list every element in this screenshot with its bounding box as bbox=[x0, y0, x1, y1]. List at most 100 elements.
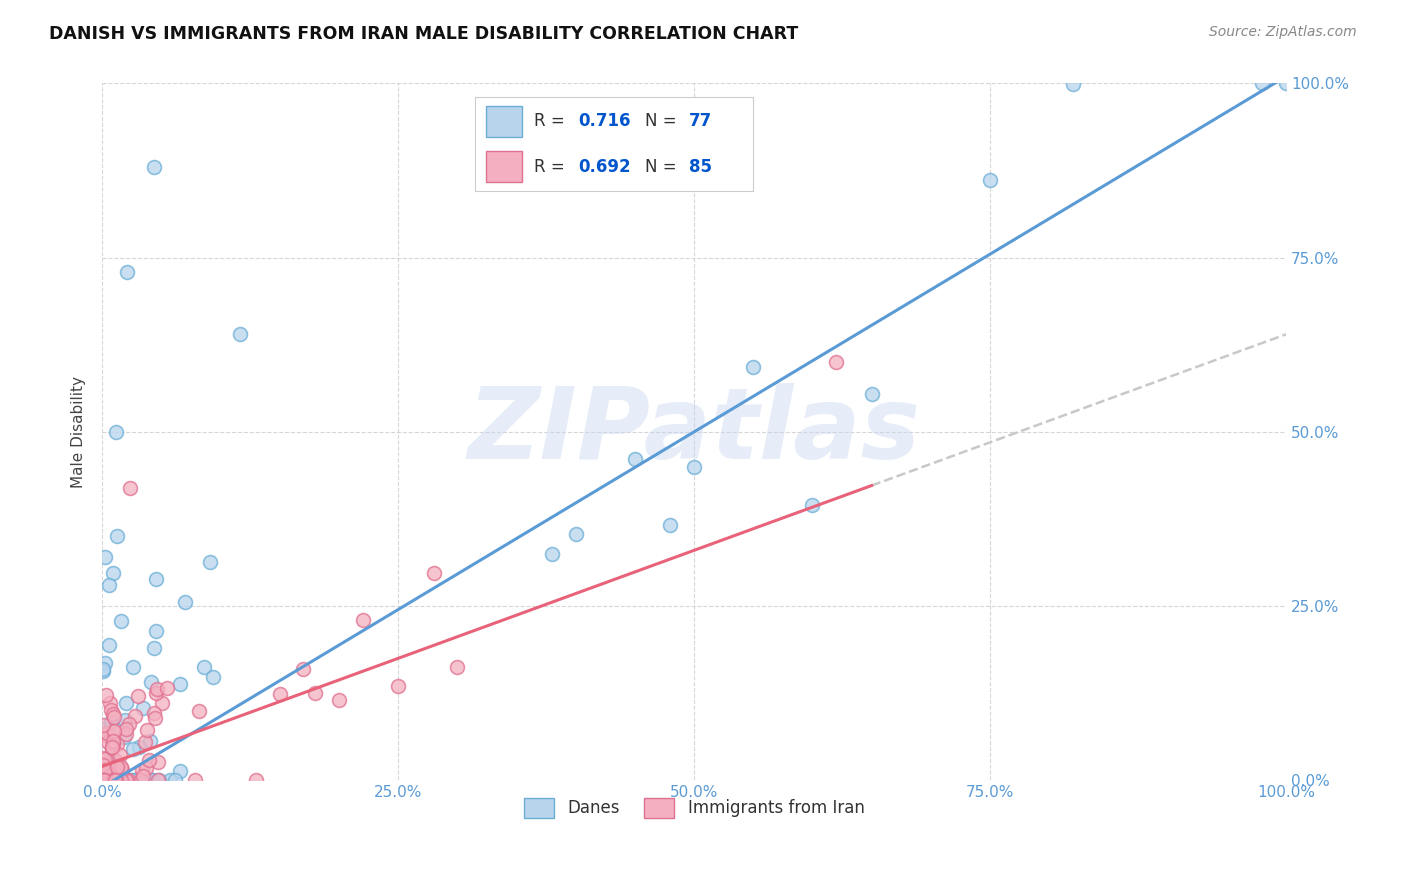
Point bbox=[94, 752, 117, 766]
Point bbox=[100, 730, 122, 744]
Point bbox=[139, 733, 162, 747]
Point bbox=[148, 773, 170, 788]
Point bbox=[100, 739, 122, 754]
Point bbox=[101, 773, 124, 788]
Point bbox=[110, 766, 132, 780]
Point bbox=[94, 550, 117, 565]
Point bbox=[683, 460, 706, 475]
Point bbox=[107, 759, 129, 773]
Point bbox=[115, 773, 138, 788]
Point bbox=[150, 696, 173, 710]
Point bbox=[103, 773, 125, 788]
Point bbox=[229, 327, 252, 342]
Point bbox=[93, 664, 115, 678]
Point bbox=[121, 773, 143, 788]
Point bbox=[136, 723, 159, 738]
Point bbox=[145, 572, 167, 586]
Point bbox=[93, 773, 115, 788]
Point bbox=[103, 723, 125, 738]
Point bbox=[93, 773, 115, 788]
Point bbox=[112, 730, 135, 744]
Point bbox=[110, 760, 132, 774]
Point bbox=[101, 706, 124, 721]
Point bbox=[387, 679, 409, 693]
Point bbox=[169, 764, 191, 778]
Point bbox=[94, 756, 117, 771]
Point bbox=[101, 753, 124, 767]
Point bbox=[111, 763, 134, 777]
Point bbox=[1251, 77, 1274, 91]
Point bbox=[446, 660, 468, 674]
Point bbox=[143, 640, 166, 655]
Point bbox=[979, 172, 1001, 186]
Point bbox=[134, 735, 156, 749]
Point bbox=[121, 773, 143, 788]
Point bbox=[103, 733, 125, 747]
Point bbox=[93, 768, 115, 782]
Point bbox=[93, 773, 115, 788]
Point bbox=[624, 451, 647, 466]
Point bbox=[184, 773, 207, 788]
Point bbox=[93, 751, 115, 765]
Point bbox=[156, 681, 179, 695]
Point bbox=[111, 773, 134, 788]
Point bbox=[96, 726, 118, 740]
Point bbox=[198, 555, 221, 569]
Point bbox=[93, 758, 115, 772]
Point bbox=[159, 773, 181, 788]
Point bbox=[138, 753, 160, 767]
Point bbox=[104, 773, 127, 788]
Text: Source: ZipAtlas.com: Source: ZipAtlas.com bbox=[1209, 25, 1357, 39]
Point bbox=[105, 760, 128, 774]
Point bbox=[145, 624, 167, 639]
Point bbox=[169, 676, 191, 690]
Point bbox=[117, 773, 139, 788]
Point bbox=[121, 742, 143, 756]
Point bbox=[105, 759, 128, 773]
Point bbox=[115, 773, 138, 788]
Point bbox=[94, 688, 117, 702]
Point bbox=[135, 773, 157, 788]
Point bbox=[127, 689, 149, 703]
Point bbox=[108, 748, 131, 763]
Point bbox=[101, 737, 124, 751]
Point bbox=[304, 685, 326, 699]
Point bbox=[107, 764, 129, 778]
Point bbox=[93, 773, 115, 788]
Point bbox=[1062, 77, 1084, 91]
Point bbox=[108, 773, 131, 788]
Point bbox=[115, 773, 138, 788]
Point bbox=[97, 773, 120, 788]
Point bbox=[129, 773, 152, 788]
Point bbox=[103, 710, 125, 724]
Point bbox=[115, 727, 138, 741]
Point bbox=[98, 578, 121, 592]
Text: ZIPatlas: ZIPatlas bbox=[468, 384, 921, 481]
Point bbox=[174, 595, 197, 609]
Point bbox=[94, 773, 117, 788]
Point bbox=[110, 761, 132, 775]
Point bbox=[94, 656, 117, 670]
Legend: Danes, Immigrants from Iran: Danes, Immigrants from Iran bbox=[517, 791, 872, 824]
Point bbox=[120, 481, 142, 495]
Point bbox=[131, 763, 153, 777]
Point bbox=[165, 773, 187, 788]
Point bbox=[96, 773, 118, 788]
Point bbox=[105, 737, 128, 751]
Point bbox=[97, 761, 120, 775]
Point bbox=[100, 703, 122, 717]
Point bbox=[101, 566, 124, 580]
Point bbox=[860, 387, 883, 401]
Point bbox=[100, 715, 122, 730]
Point bbox=[148, 756, 170, 770]
Point bbox=[100, 768, 122, 782]
Point bbox=[131, 769, 153, 783]
Point bbox=[110, 614, 132, 628]
Point bbox=[193, 660, 215, 674]
Point bbox=[93, 773, 115, 788]
Point bbox=[132, 701, 155, 715]
Point bbox=[328, 693, 350, 707]
Point bbox=[94, 773, 117, 788]
Point bbox=[105, 773, 128, 788]
Point bbox=[292, 663, 315, 677]
